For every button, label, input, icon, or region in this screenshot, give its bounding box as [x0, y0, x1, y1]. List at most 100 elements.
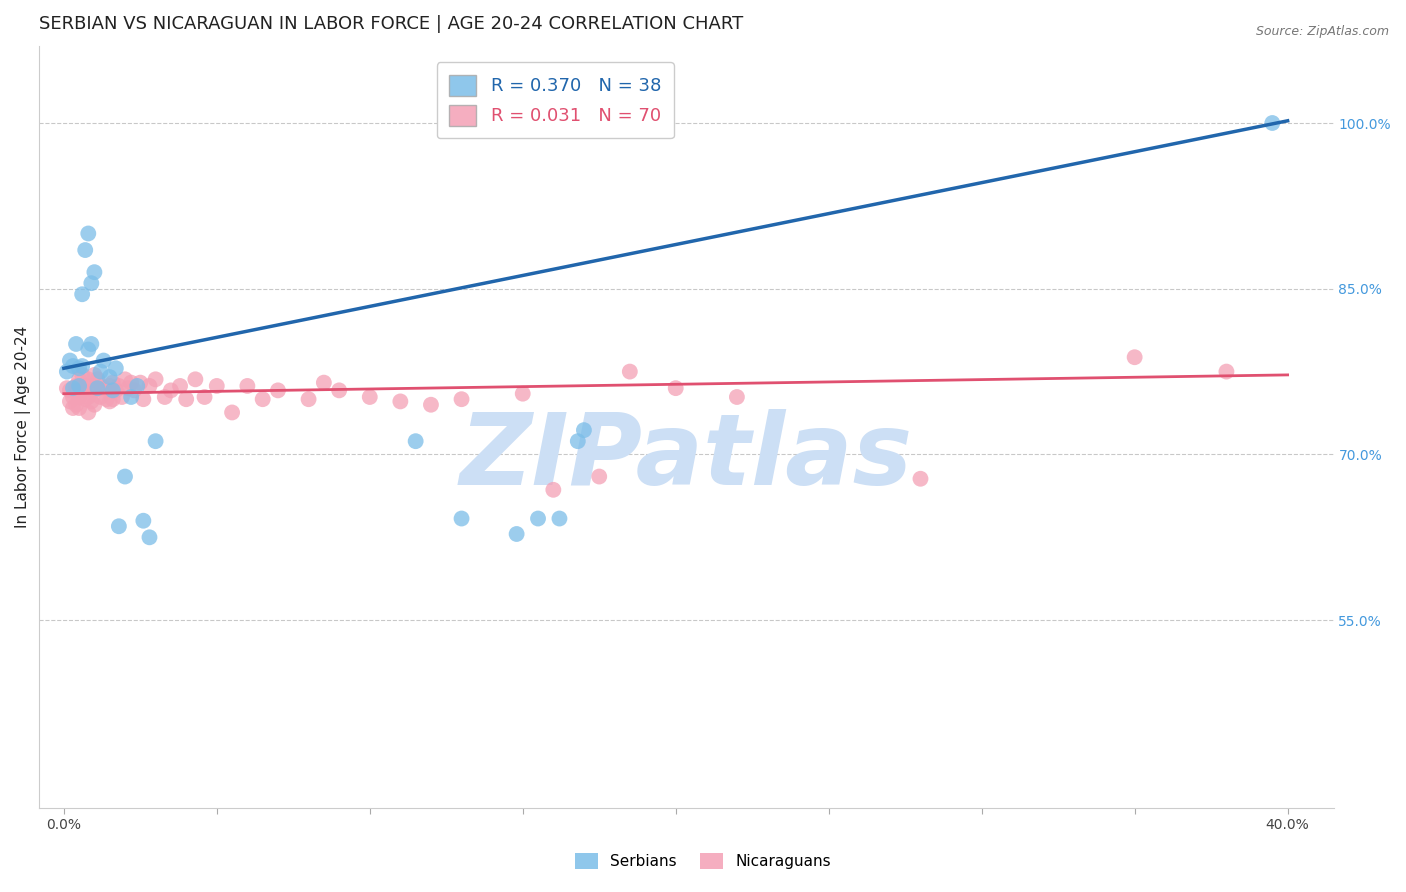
Point	[83, 398, 105, 412]
Point	[77, 405, 100, 419]
Point	[512, 386, 534, 401]
Point	[665, 381, 688, 395]
Point	[120, 376, 142, 390]
Point	[98, 370, 121, 384]
Point	[86, 381, 108, 395]
Point	[83, 265, 105, 279]
Point	[160, 384, 183, 398]
Point	[70, 384, 93, 398]
Point	[221, 405, 243, 419]
Point	[65, 398, 87, 412]
Point	[114, 372, 136, 386]
Point	[67, 361, 90, 376]
Point	[56, 365, 79, 379]
Text: ZIPatlas: ZIPatlas	[460, 409, 912, 506]
Point	[59, 384, 82, 398]
Point	[169, 379, 191, 393]
Text: SERBIAN VS NICARAGUAN IN LABOR FORCE | AGE 20-24 CORRELATION CHART: SERBIAN VS NICARAGUAN IN LABOR FORCE | A…	[39, 15, 744, 33]
Point	[83, 368, 105, 382]
Point	[108, 379, 131, 393]
Point	[145, 434, 167, 449]
Point	[83, 384, 105, 398]
Point	[598, 116, 620, 130]
Point	[62, 401, 84, 415]
Point	[619, 365, 641, 379]
Point	[80, 337, 103, 351]
Point	[62, 359, 84, 373]
Point	[80, 276, 103, 290]
Point	[267, 384, 290, 398]
Point	[725, 390, 748, 404]
Point	[89, 390, 111, 404]
Point	[120, 390, 142, 404]
Point	[236, 379, 259, 393]
Point	[145, 372, 167, 386]
Point	[96, 392, 118, 407]
Point	[93, 381, 115, 395]
Point	[70, 368, 93, 382]
Point	[56, 381, 79, 395]
Point	[193, 390, 215, 404]
Point	[184, 372, 207, 386]
Point	[548, 511, 571, 525]
Point	[65, 379, 87, 393]
Point	[80, 394, 103, 409]
Point	[450, 392, 472, 407]
Point	[101, 384, 124, 398]
Point	[1123, 350, 1146, 364]
Point	[588, 469, 610, 483]
Point	[588, 116, 610, 130]
Point	[138, 379, 160, 393]
Point	[910, 472, 932, 486]
Point	[450, 511, 472, 525]
Point	[75, 379, 97, 393]
Point	[153, 390, 176, 404]
Point	[252, 392, 274, 407]
Point	[65, 337, 87, 351]
Point	[567, 434, 589, 449]
Point	[405, 434, 427, 449]
Point	[389, 394, 412, 409]
Point	[67, 390, 90, 404]
Point	[67, 401, 90, 415]
Point	[114, 469, 136, 483]
Point	[77, 390, 100, 404]
Point	[122, 384, 145, 398]
Point	[132, 392, 155, 407]
Point	[59, 353, 82, 368]
Point	[70, 359, 93, 373]
Point	[77, 372, 100, 386]
Point	[98, 394, 121, 409]
Point	[67, 379, 90, 393]
Point	[89, 365, 111, 379]
Point	[111, 390, 134, 404]
Point	[312, 376, 335, 390]
Point	[174, 392, 197, 407]
Point	[129, 376, 152, 390]
Point	[75, 392, 97, 407]
Point	[127, 379, 149, 393]
Point	[62, 390, 84, 404]
Point	[89, 379, 111, 393]
Point	[101, 376, 124, 390]
Point	[1215, 365, 1237, 379]
Point	[65, 384, 87, 398]
Point	[101, 392, 124, 407]
Y-axis label: In Labor Force | Age 20-24: In Labor Force | Age 20-24	[15, 326, 31, 528]
Text: Source: ZipAtlas.com: Source: ZipAtlas.com	[1256, 25, 1389, 38]
Point	[527, 511, 550, 525]
Point	[67, 372, 90, 386]
Point	[359, 390, 381, 404]
Point	[77, 343, 100, 357]
Point	[108, 519, 131, 533]
Legend: Serbians, Nicaraguans: Serbians, Nicaraguans	[569, 847, 837, 875]
Point	[62, 381, 84, 395]
Point	[328, 384, 350, 398]
Point	[86, 372, 108, 386]
Point	[1261, 116, 1284, 130]
Point	[138, 530, 160, 544]
Point	[420, 398, 443, 412]
Point	[543, 483, 565, 497]
Point	[59, 394, 82, 409]
Point	[572, 423, 595, 437]
